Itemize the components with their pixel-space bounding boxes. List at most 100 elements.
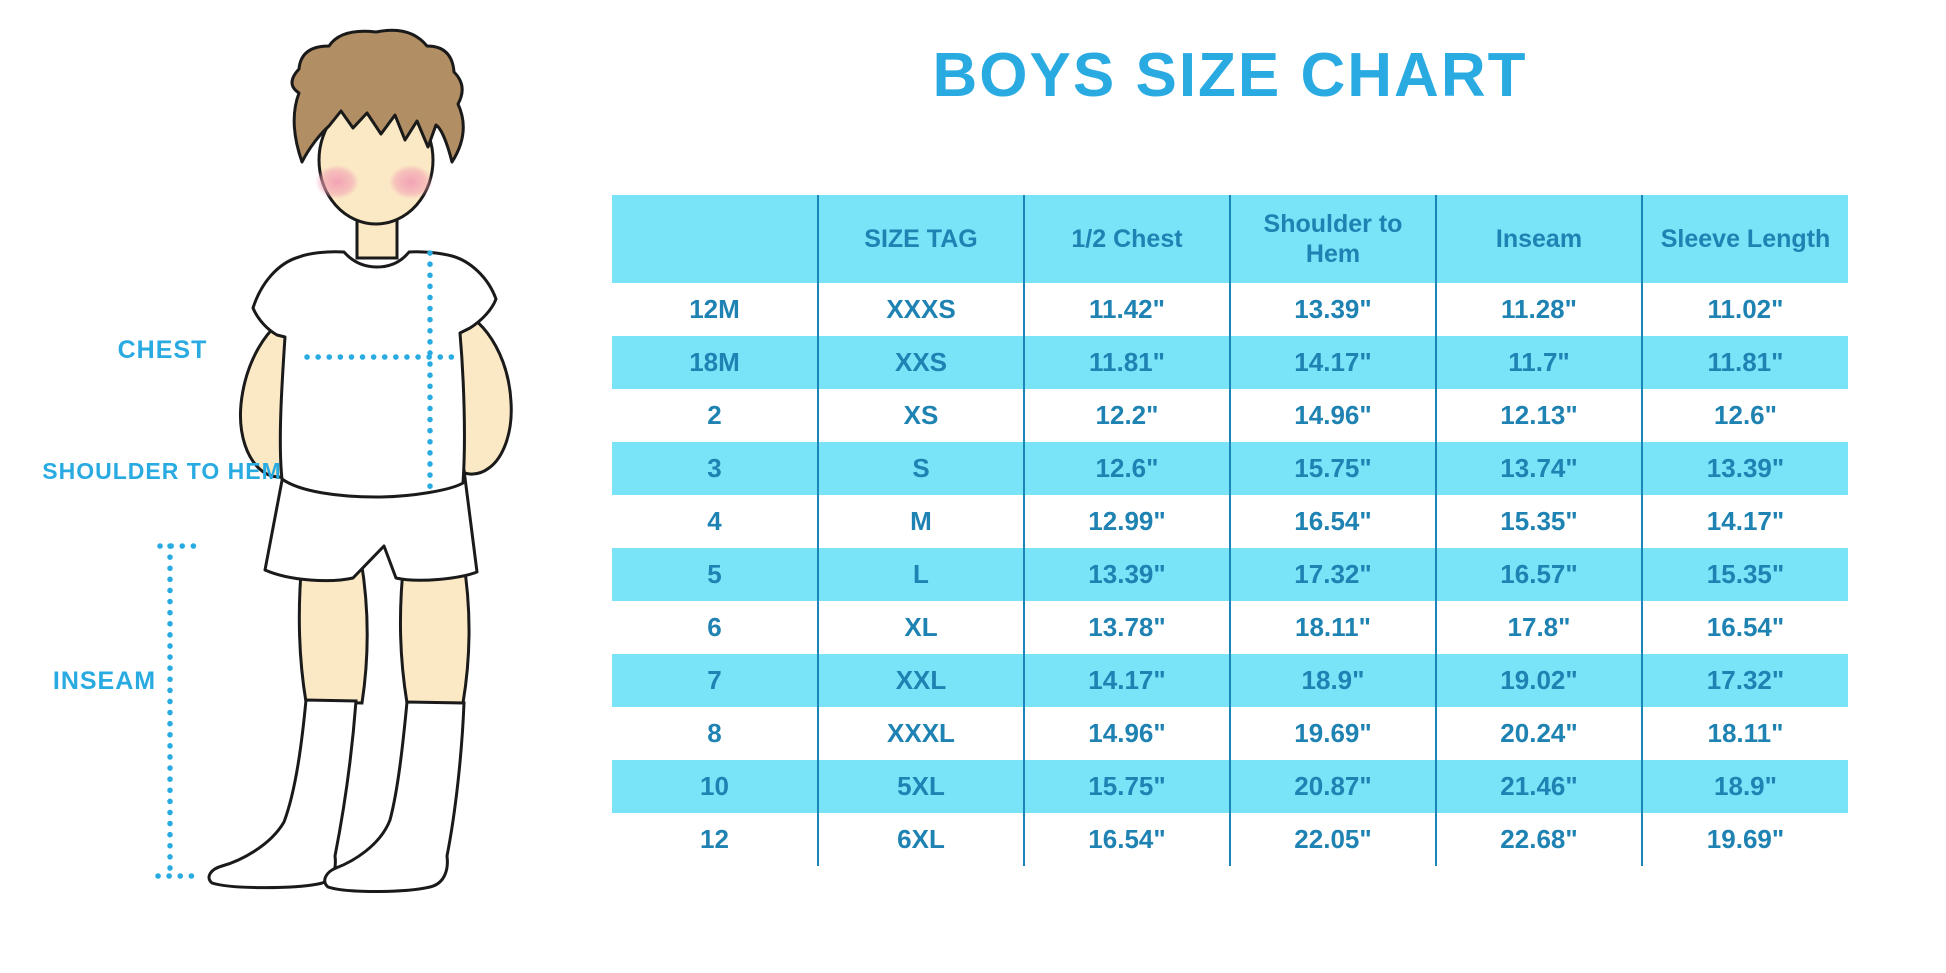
table-row: 10 5XL 15.75" 20.87" 21.46" 18.9" <box>612 760 1848 813</box>
measurement-cell: 11.28" <box>1435 283 1642 336</box>
size-label-cell: 12 <box>700 824 729 854</box>
measurement-cell: 21.46" <box>1435 760 1642 813</box>
table-row: 18M XXS 11.81" 14.17" 11.7" 11.81" <box>612 336 1848 389</box>
table-row: 8 XXXL 14.96" 19.69" 20.24" 18.11" <box>612 707 1848 760</box>
measurement-cell: 19.69" <box>1641 813 1848 866</box>
measurement-cell: 11.7" <box>1435 336 1642 389</box>
measurement-cell: XXXS <box>817 283 1024 336</box>
measurement-cell: XL <box>817 601 1024 654</box>
measurement-cell: 17.32" <box>1229 548 1436 601</box>
right-blush <box>389 165 433 199</box>
measurement-cell: 12.2" <box>1023 389 1230 442</box>
table-row: 2 XS 12.2" 14.96" 12.13" 12.6" <box>612 389 1848 442</box>
measurement-cell: XS <box>817 389 1024 442</box>
measurement-cell: XXL <box>817 654 1024 707</box>
column-header: 1/2 Chest <box>1023 195 1230 283</box>
size-label-cell: 3 <box>612 442 818 495</box>
table-row: 5 L 13.39" 17.32" 16.57" 15.35" <box>612 548 1848 601</box>
measurement-cell: 20.24" <box>1435 707 1642 760</box>
size-label-cell: 10 <box>612 760 818 813</box>
measurement-cell: 13.74" <box>1435 442 1642 495</box>
measurement-cell: 20.87" <box>1229 760 1436 813</box>
measurement-cell: 17.32" <box>1641 654 1848 707</box>
measurement-cell: 12.6" <box>1641 389 1848 442</box>
boy-figure-illustration <box>155 28 513 893</box>
table-row: 7 XXL 14.17" 18.9" 19.02" 17.32" <box>612 654 1848 707</box>
measurement-cell: 16.54" <box>1641 601 1848 654</box>
chest-label: CHEST <box>117 336 208 364</box>
measurement-cell: 22.05" <box>1229 813 1436 866</box>
measurement-cell: 11.81" <box>1023 336 1230 389</box>
measurement-cell: 13.78" <box>1023 601 1230 654</box>
size-table-body: 12M XXXS 11.42" 13.39" 11.28" 11.02" 18M XXS 11.… <box>612 283 1848 866</box>
measurement-cell: 17.8" <box>1435 601 1642 654</box>
size-label-cell: 2 <box>707 400 722 430</box>
boy-measurement-diagram: CHEST SHOULDER TO HEM INSEAM <box>0 0 540 973</box>
hair <box>290 28 465 164</box>
size-label-cell: 4 <box>707 506 722 536</box>
measurement-cell: 15.35" <box>1435 495 1642 548</box>
measurement-cell: 12.13" <box>1435 389 1642 442</box>
measurement-cell: 13.39" <box>1023 548 1230 601</box>
table-row: 3 S 12.6" 15.75" 13.74" 13.39" <box>612 442 1848 495</box>
measurement-cell: L <box>817 548 1024 601</box>
column-header: SIZE TAG <box>817 195 1024 283</box>
measurement-cell: 14.96" <box>1023 707 1230 760</box>
measurement-cell: 14.17" <box>1023 654 1230 707</box>
measurement-cell: XXS <box>817 336 1024 389</box>
size-label-cell: 12M <box>689 294 740 324</box>
measurement-cell: 16.54" <box>1229 495 1436 548</box>
measurement-cell: 15.75" <box>1229 442 1436 495</box>
measurement-cell: 16.57" <box>1435 548 1642 601</box>
measurement-cell: 5XL <box>817 760 1024 813</box>
measurement-cell: 14.17" <box>1641 495 1848 548</box>
measurement-cell: 18.9" <box>1229 654 1436 707</box>
measurement-cell: XXXL <box>817 707 1024 760</box>
measurement-cell: 14.96" <box>1229 389 1436 442</box>
measurement-cell: 12.99" <box>1023 495 1230 548</box>
measurement-cell: 15.35" <box>1641 548 1848 601</box>
left-blush <box>315 165 359 199</box>
t-shirt <box>251 250 498 499</box>
measurement-cell: 14.17" <box>1229 336 1436 389</box>
measurement-cell: 6XL <box>817 813 1024 866</box>
inseam-label: INSEAM <box>52 667 157 695</box>
measurement-cell: 13.39" <box>1229 283 1436 336</box>
measurement-cell: 18.11" <box>1641 707 1848 760</box>
measurement-cell: 19.69" <box>1229 707 1436 760</box>
table-row: 12M XXXS 11.42" 13.39" 11.28" 11.02" <box>612 283 1848 336</box>
page-title: BOYS SIZE CHART <box>932 41 1528 110</box>
shoulder-to-hem-label: SHOULDER TO HEM <box>42 458 282 484</box>
measurement-cell: 13.39" <box>1641 442 1848 495</box>
left-leg <box>297 558 369 705</box>
measurement-cell: 11.42" <box>1023 283 1230 336</box>
column-header: Sleeve Length <box>1641 195 1848 283</box>
right-sock <box>323 700 466 893</box>
size-label-cell: 8 <box>707 718 722 748</box>
size-label-cell: 7 <box>612 654 818 707</box>
measurement-cell: S <box>817 442 1024 495</box>
table-row: 6 XL 13.78" 18.11" 17.8" 16.54" <box>612 601 1848 654</box>
column-header <box>612 195 818 283</box>
size-label-cell: 18M <box>612 336 818 389</box>
measurement-cell: 11.02" <box>1641 283 1848 336</box>
table-row: 12 6XL 16.54" 22.05" 22.68" 19.69" <box>612 813 1848 866</box>
size-label-cell: 5 <box>612 548 818 601</box>
measurement-cell: 15.75" <box>1023 760 1230 813</box>
measurement-cell: 22.68" <box>1435 813 1642 866</box>
measurement-cell: 18.11" <box>1229 601 1436 654</box>
measurement-cell: M <box>817 495 1024 548</box>
left-sock <box>207 698 358 890</box>
size-table: SIZE TAG 1/2 Chest Shoulder to Hem Inseam Sl… <box>612 195 1848 866</box>
size-label-cell: 6 <box>707 612 722 642</box>
measurement-cell: 19.02" <box>1435 654 1642 707</box>
table-row: 4 M 12.99" 16.54" 15.35" 14.17" <box>612 495 1848 548</box>
measurement-cell: 16.54" <box>1023 813 1230 866</box>
measurement-cell: 18.9" <box>1641 760 1848 813</box>
column-header: Shoulder to Hem <box>1229 195 1436 283</box>
measurement-cell: 11.81" <box>1641 336 1848 389</box>
column-header: Inseam <box>1435 195 1642 283</box>
size-table-header-row: SIZE TAG 1/2 Chest Shoulder to Hem Inseam Sl… <box>612 195 1848 283</box>
measurement-cell: 12.6" <box>1023 442 1230 495</box>
